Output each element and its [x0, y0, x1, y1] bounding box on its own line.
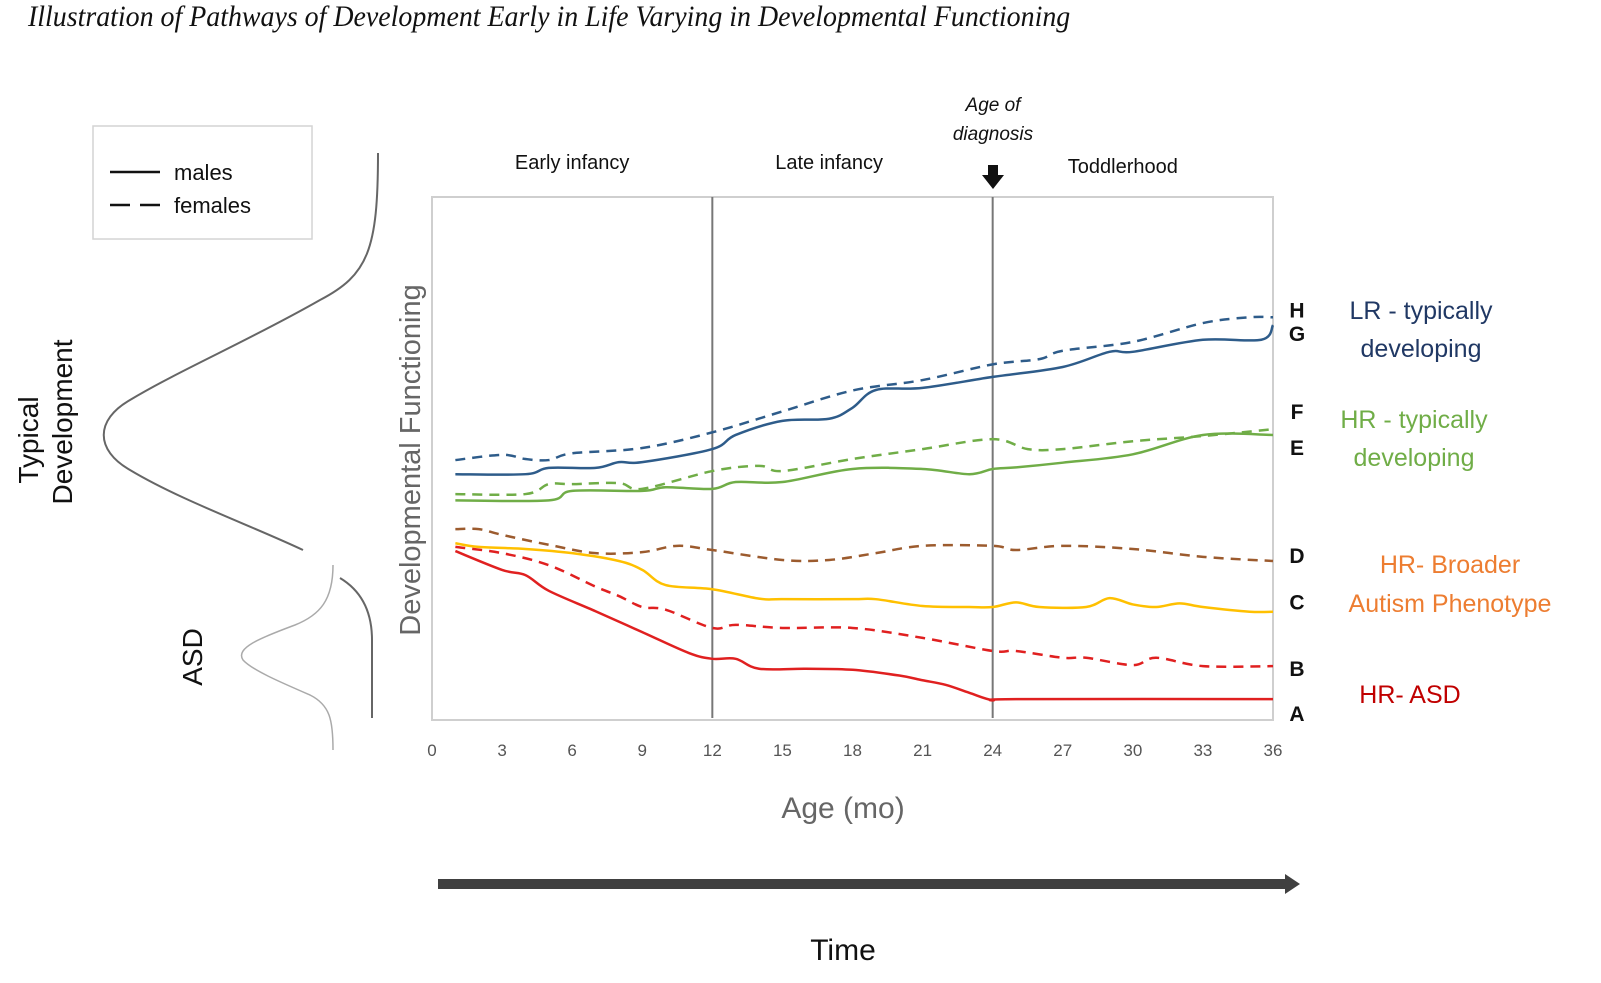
group-label-3: HR- ASD [1359, 681, 1460, 709]
series-letter-D: D [1289, 545, 1304, 568]
period-label: Late infancy [775, 152, 883, 174]
series-letter-G: G [1289, 323, 1305, 346]
period-labels: Early infancy Late infancy Toddlerhood [515, 152, 1178, 178]
group-label-line: LR - typically [1349, 297, 1493, 325]
x-tick-label: 12 [703, 741, 722, 760]
series-layer [454, 315, 1275, 702]
series-letter-labels: HG FE D C BA [1289, 299, 1305, 726]
x-tick-labels: 0 3 6 9 12 15 18 21 24 27 30 33 36 [427, 741, 1282, 760]
figure-title: Illustration of Pathways of Development … [28, 0, 1071, 33]
x-tick-label: 9 [638, 741, 647, 760]
x-tick-label: 36 [1264, 741, 1283, 760]
time-label: Time [810, 934, 876, 967]
group-labels: LR - typically developing HR - typically de… [1340, 297, 1551, 709]
legend-label-males: males [174, 160, 233, 185]
group-label-line: Autism Phenotype [1349, 590, 1552, 618]
legend-label-females: females [174, 193, 251, 218]
group-label-line: developing [1361, 335, 1482, 363]
x-tick-label: 18 [843, 741, 862, 760]
time-arrow-shaft [438, 879, 1286, 889]
x-tick-label: 30 [1123, 741, 1142, 760]
series-line-D [455, 527, 1274, 563]
group-label-line: HR- ASD [1359, 681, 1460, 709]
x-tick-label: 27 [1053, 741, 1072, 760]
age-of-diagnosis-annotation: Age of diagnosis [953, 95, 1034, 189]
down-arrow-icon [982, 165, 1004, 189]
series-line-H [455, 315, 1274, 462]
x-axis-title: Age (mo) [781, 792, 904, 825]
x-tick-label: 33 [1193, 741, 1212, 760]
series-letter-B: B [1289, 658, 1304, 681]
series-line-C [455, 541, 1274, 614]
group-label-0: LR - typically developing [1349, 297, 1493, 363]
x-tick-label: 3 [497, 741, 506, 760]
x-tick-label: 15 [773, 741, 792, 760]
arrow-right-icon [1285, 874, 1300, 894]
period-dividers [711, 197, 994, 718]
period-label: Early infancy [515, 152, 630, 174]
legend: males females [92, 125, 313, 240]
diagnosis-label-line1: Age of [965, 95, 1023, 116]
x-tick-label: 24 [983, 741, 1002, 760]
diagnosis-label-line2: diagnosis [953, 124, 1034, 145]
series-letter-E: E [1290, 437, 1304, 460]
period-label: Toddlerhood [1068, 156, 1178, 178]
series-letter-C: C [1289, 592, 1304, 615]
asd-distribution-curve [240, 564, 334, 751]
x-tick-label: 21 [913, 741, 932, 760]
series-letter-F: F [1291, 401, 1304, 424]
group-label-2: HR- Broader Autism Phenotype [1349, 551, 1552, 618]
label-asd: ASD [177, 628, 208, 686]
time-arrow [438, 874, 1300, 894]
group-label-line: HR - typically [1340, 406, 1488, 434]
y-axis-title: Developmental Functioning [395, 284, 427, 635]
label-typical: Typical [13, 396, 44, 483]
x-tick-label: 6 [567, 741, 576, 760]
group-label-line: developing [1354, 444, 1475, 472]
group-label-1: HR - typically developing [1340, 406, 1488, 472]
series-line-F [455, 427, 1274, 497]
x-tick-label: 0 [427, 741, 436, 760]
series-line-G [455, 324, 1275, 476]
plot-area [431, 196, 1274, 721]
legend-box [92, 125, 313, 240]
typical-distribution-curve [102, 152, 379, 551]
bracket-curve [339, 577, 373, 718]
series-letter-H: H [1289, 299, 1304, 322]
series-letter-A: A [1289, 703, 1304, 726]
series-line-E [455, 432, 1274, 503]
series-line-A [454, 549, 1274, 702]
label-development: Development [47, 339, 78, 504]
group-label-line: HR- Broader [1380, 551, 1520, 579]
